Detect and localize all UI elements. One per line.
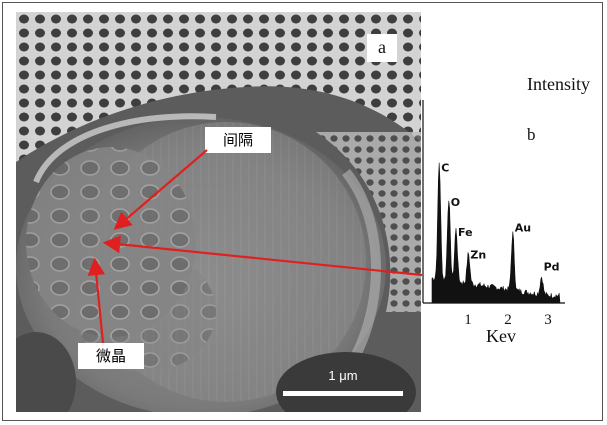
peak-label-o: O	[451, 196, 460, 209]
peak-label-c: C	[441, 162, 449, 175]
scale-bar: 1 μm	[283, 364, 403, 404]
x-tick-label: 1	[464, 312, 472, 328]
x-tick-label: 3	[544, 312, 552, 328]
spectrum-x-axis-label: Kev	[486, 326, 516, 346]
panel-label-b: b	[527, 125, 536, 144]
peak-label-fe: Fe	[458, 226, 473, 239]
annotation-microcrystal-label: 微晶	[78, 343, 144, 369]
sem-micrograph	[16, 12, 421, 412]
spectrum-y-axis-label: Intensity	[527, 74, 590, 94]
spectrum-trace	[431, 162, 561, 304]
scale-bar-label: 1 μm	[328, 368, 358, 383]
annotation-gap-label: 间隔	[205, 127, 271, 153]
x-tick-label: 2	[504, 312, 512, 328]
scale-bar-line	[283, 391, 403, 396]
peak-label-pd: Pd	[544, 261, 560, 274]
peak-label-zn: Zn	[470, 249, 486, 262]
panel-label-a: a	[367, 34, 397, 62]
edx-spectrum: 1 2 3 C O Fe Zn Au Pd	[422, 100, 565, 328]
peak-label-au: Au	[515, 222, 531, 235]
